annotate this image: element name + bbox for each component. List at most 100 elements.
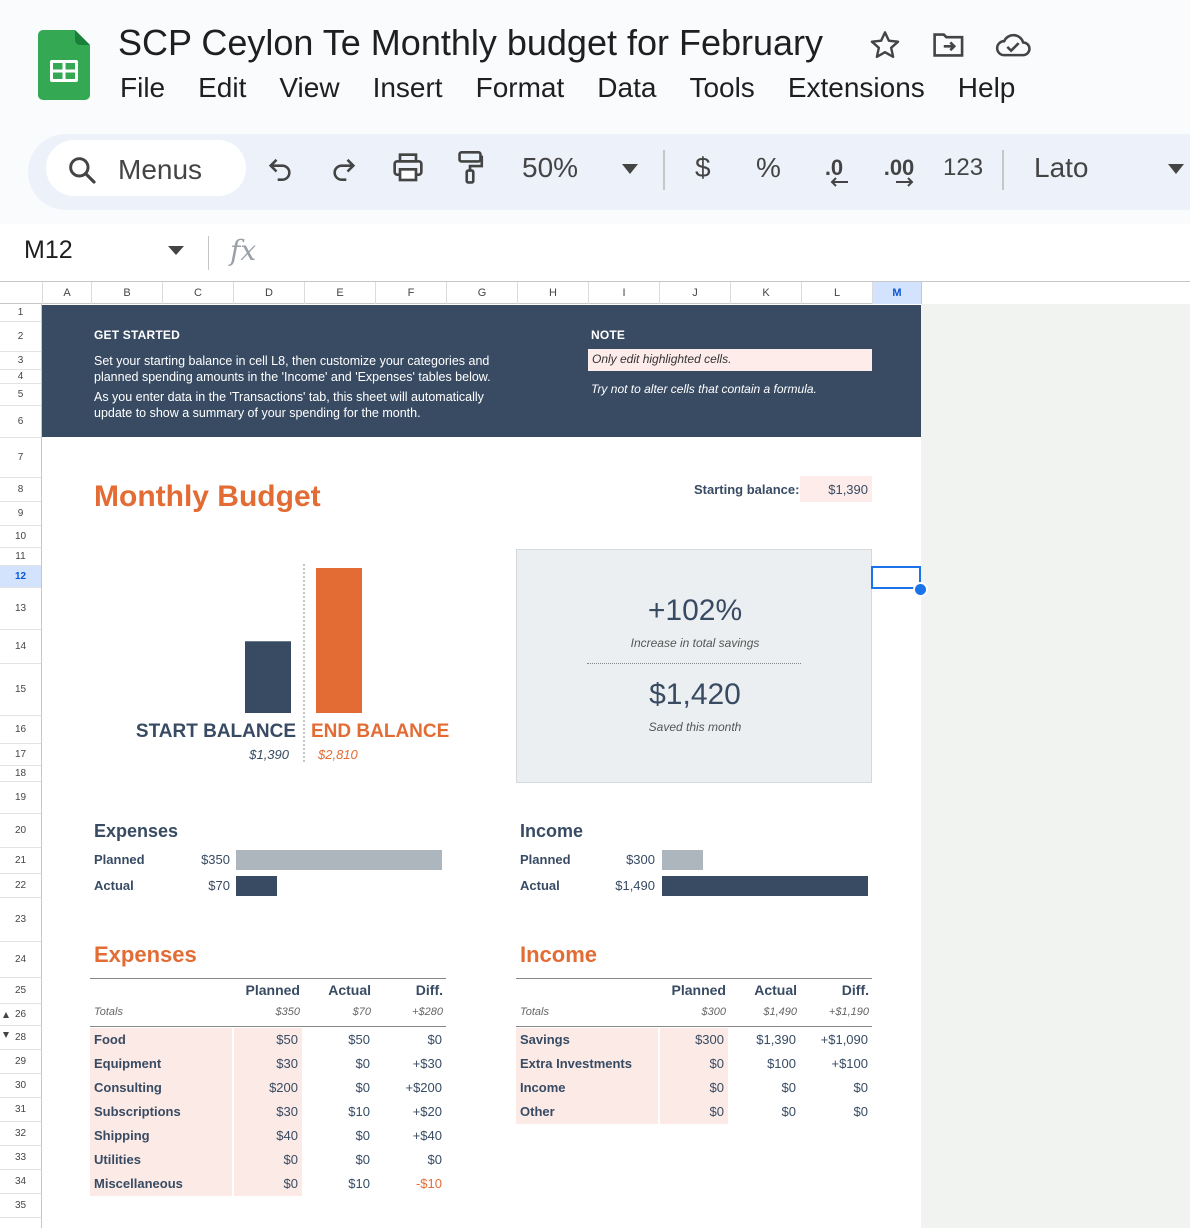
col-header-d[interactable]: D bbox=[233, 282, 304, 304]
col-header-m[interactable]: M bbox=[872, 282, 921, 304]
fill-handle[interactable] bbox=[913, 582, 928, 597]
income-planned[interactable]: $300 bbox=[660, 1028, 728, 1052]
print-icon[interactable] bbox=[388, 148, 428, 188]
col-header-b[interactable]: B bbox=[91, 282, 162, 304]
row-header-19[interactable]: 19 bbox=[0, 782, 41, 814]
expenses-category[interactable]: Miscellaneous bbox=[90, 1172, 232, 1196]
number-format-button[interactable]: 123 bbox=[943, 154, 984, 181]
menu-file[interactable]: File bbox=[120, 72, 166, 103]
font-select[interactable]: Lato bbox=[1034, 152, 1089, 183]
col-header-h[interactable]: H bbox=[517, 282, 588, 304]
expenses-actual[interactable]: $50 bbox=[348, 1032, 370, 1047]
row-header-3[interactable]: 3 bbox=[0, 352, 41, 370]
menu-extensions[interactable]: Extensions bbox=[787, 72, 925, 103]
row-header-14[interactable]: 14 bbox=[0, 630, 41, 664]
income-diff[interactable]: +$100 bbox=[831, 1056, 868, 1071]
move-to-folder-icon[interactable] bbox=[930, 28, 968, 62]
row-header-13[interactable]: 13 bbox=[0, 588, 41, 630]
expenses-diff[interactable]: $0 bbox=[427, 1032, 442, 1047]
group-collapse-icon[interactable] bbox=[3, 1032, 9, 1038]
row-header-15[interactable]: 15 bbox=[0, 664, 41, 716]
selected-cell-m12[interactable] bbox=[871, 566, 921, 589]
expenses-planned[interactable]: $40 bbox=[234, 1124, 302, 1148]
expenses-planned[interactable]: $200 bbox=[234, 1076, 302, 1100]
expenses-category[interactable]: Food bbox=[90, 1028, 232, 1052]
row-header-23[interactable]: 23 bbox=[0, 898, 41, 942]
row-header-35[interactable]: 35 bbox=[0, 1194, 41, 1218]
income-category[interactable]: Income bbox=[516, 1076, 658, 1100]
income-diff[interactable]: $0 bbox=[853, 1080, 868, 1095]
name-box-caret-icon[interactable] bbox=[168, 246, 184, 255]
income-actual[interactable]: $0 bbox=[781, 1104, 796, 1119]
income-category[interactable]: Other bbox=[516, 1100, 658, 1124]
income-actual[interactable]: $0 bbox=[781, 1080, 796, 1095]
income-planned[interactable]: $0 bbox=[660, 1076, 728, 1100]
increase-decimal-button[interactable]: .00 bbox=[874, 148, 924, 188]
decrease-decimal-button[interactable]: .0 bbox=[812, 148, 856, 188]
row-header-34[interactable]: 34 bbox=[0, 1170, 41, 1194]
expenses-diff[interactable]: -$10 bbox=[415, 1176, 442, 1191]
expenses-planned[interactable]: $0 bbox=[234, 1148, 302, 1172]
row-header-11[interactable]: 11 bbox=[0, 548, 41, 566]
col-header-a[interactable]: A bbox=[42, 282, 91, 304]
undo-icon[interactable] bbox=[260, 148, 300, 188]
zoom-select[interactable]: 50% bbox=[522, 152, 579, 183]
expenses-actual[interactable]: $0 bbox=[355, 1128, 370, 1143]
document-title[interactable]: SCP Ceylon Te Monthly budget for Februar… bbox=[118, 22, 824, 63]
menu-edit[interactable]: Edit bbox=[198, 72, 247, 103]
group-expand-icon[interactable] bbox=[3, 1012, 9, 1018]
income-actual[interactable]: $1,390 bbox=[756, 1032, 796, 1047]
menu-insert[interactable]: Insert bbox=[372, 72, 443, 103]
income-category[interactable]: Extra Investments bbox=[516, 1052, 658, 1076]
row-header-24[interactable]: 24 bbox=[0, 942, 41, 978]
col-header-e[interactable]: E bbox=[304, 282, 375, 304]
row-header-25[interactable]: 25 bbox=[0, 978, 41, 1004]
row-header-29[interactable]: 29 bbox=[0, 1050, 41, 1074]
row-header-30[interactable]: 30 bbox=[0, 1074, 41, 1098]
menu-view[interactable]: View bbox=[279, 72, 340, 103]
col-header-g[interactable]: G bbox=[446, 282, 517, 304]
expenses-planned[interactable]: $0 bbox=[234, 1172, 302, 1196]
expenses-diff[interactable]: $0 bbox=[427, 1152, 442, 1167]
paint-format-icon[interactable] bbox=[450, 148, 490, 188]
select-all-corner[interactable] bbox=[0, 282, 42, 304]
menu-data[interactable]: Data bbox=[597, 72, 657, 103]
note-highlight[interactable]: Only edit highlighted cells. bbox=[588, 349, 872, 371]
row-header-2[interactable]: 2 bbox=[0, 322, 41, 352]
col-header-i[interactable]: I bbox=[588, 282, 659, 304]
row-header-20[interactable]: 20 bbox=[0, 814, 41, 848]
col-header-k[interactable]: K bbox=[730, 282, 801, 304]
expenses-planned[interactable]: $30 bbox=[234, 1100, 302, 1124]
row-header-7[interactable]: 7 bbox=[0, 438, 41, 478]
menu-tools[interactable]: Tools bbox=[689, 72, 755, 103]
zoom-caret-icon[interactable] bbox=[622, 164, 638, 174]
row-header-18[interactable]: 18 bbox=[0, 766, 41, 782]
name-box[interactable]: M12 bbox=[24, 236, 73, 264]
row-header-16[interactable]: 16 bbox=[0, 716, 41, 744]
expenses-category[interactable]: Shipping bbox=[90, 1124, 232, 1148]
income-diff[interactable]: +$1,090 bbox=[820, 1032, 868, 1047]
income-planned[interactable]: $0 bbox=[660, 1052, 728, 1076]
row-header-22[interactable]: 22 bbox=[0, 874, 41, 898]
row-header-4[interactable]: 4 bbox=[0, 370, 41, 384]
row-header-17[interactable]: 17 bbox=[0, 744, 41, 766]
row-header-33[interactable]: 33 bbox=[0, 1146, 41, 1170]
row-header-8[interactable]: 8 bbox=[0, 478, 41, 502]
income-planned[interactable]: $0 bbox=[660, 1100, 728, 1124]
row-header-1[interactable]: 1 bbox=[0, 304, 41, 322]
expenses-actual[interactable]: $0 bbox=[355, 1056, 370, 1071]
row-header-26[interactable]: 26 bbox=[0, 1004, 41, 1026]
expenses-category[interactable]: Equipment bbox=[90, 1052, 232, 1076]
income-category[interactable]: Savings bbox=[516, 1028, 658, 1052]
expenses-planned[interactable]: $30 bbox=[234, 1052, 302, 1076]
row-header-12[interactable]: 12 bbox=[0, 566, 41, 588]
expenses-actual[interactable]: $10 bbox=[348, 1176, 370, 1191]
starting-balance-input[interactable]: $1,390 bbox=[800, 476, 872, 502]
col-header-c[interactable]: C bbox=[162, 282, 233, 304]
col-header-j[interactable]: J bbox=[659, 282, 730, 304]
star-icon[interactable] bbox=[866, 28, 904, 62]
search-menus-input[interactable]: Menus bbox=[46, 140, 246, 196]
col-header-l[interactable]: L bbox=[801, 282, 872, 304]
cloud-saved-icon[interactable] bbox=[994, 28, 1032, 62]
row-header-9[interactable]: 9 bbox=[0, 502, 41, 526]
